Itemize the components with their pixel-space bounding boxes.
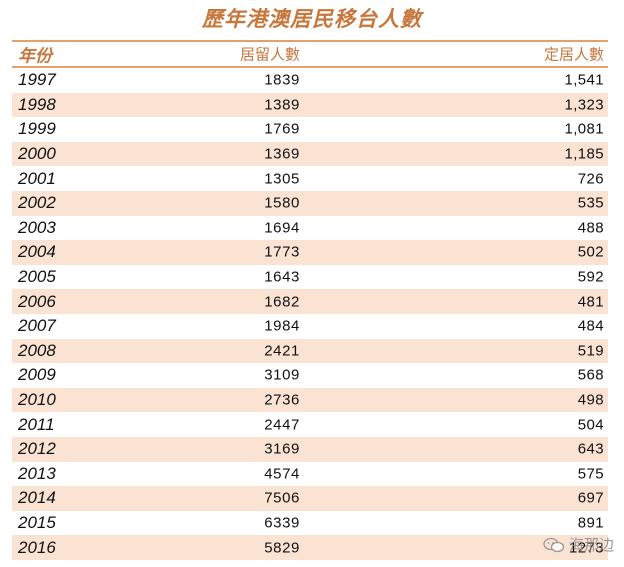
cell-settlement: 1,541 [564,71,604,89]
table-row: 2007 1984 484 [12,314,608,339]
cell-residence: 1694 [264,219,300,237]
cell-residence: 3169 [264,440,300,458]
wechat-icon [543,537,565,552]
cell-year: 2014 [18,488,56,508]
cell-year: 2012 [18,439,56,459]
cell-settlement: 481 [577,293,604,311]
cell-year: 2015 [18,512,56,532]
cell-year: 2008 [18,340,56,360]
table-row: 2006 1682 481 [12,289,608,314]
watermark: 海那边 [543,534,614,555]
cell-year: 2003 [18,217,56,237]
cell-residence: 1769 [264,120,300,138]
table-header: 年份 居留人數 定居人數 [12,40,608,68]
cell-residence: 1369 [264,145,300,163]
header-year: 年份 [18,46,52,67]
cell-residence: 7506 [264,489,300,507]
table-row: 2003 1694 488 [12,216,608,241]
table-row: 2014 7506 697 [12,486,608,511]
cell-year: 2004 [18,242,56,262]
cell-residence: 3109 [264,366,300,384]
table-row: 1998 1389 1,323 [12,92,608,118]
cell-residence: 1984 [264,317,300,335]
cell-settlement: 498 [577,391,604,409]
cell-settlement: 697 [577,489,604,507]
cell-settlement: 1,185 [564,145,604,163]
cell-residence: 5829 [264,539,300,557]
cell-residence: 1773 [264,243,300,261]
cell-settlement: 891 [577,514,604,532]
cell-residence: 4574 [264,465,300,483]
cell-settlement: 1273 [569,539,604,557]
table-row: 2002 1580 535 [12,190,608,216]
cell-settlement: 504 [577,416,604,434]
table-row: 2016 5829 1273 [12,535,608,560]
cell-residence: 6339 [264,514,300,532]
cell-year: 2006 [18,291,56,311]
page-title: 歷年港澳居民移台人數 [202,7,422,31]
cell-settlement: 502 [577,243,604,261]
cell-residence: 1682 [264,293,300,311]
cell-settlement: 488 [577,219,604,237]
table-row: 2013 4574 575 [12,462,608,487]
data-table: 年份 居留人數 定居人數 1997 1839 1,541 1998 1389 1,323 1… [12,40,608,560]
header-settlement: 定居人數 [543,45,604,64]
cell-year: 2001 [18,168,56,188]
cell-settlement: 484 [577,317,604,335]
cell-residence: 2421 [264,342,300,360]
watermark-text: 海那边 [568,536,614,554]
table-row: 2001 1305 726 [12,166,608,191]
cell-residence: 2447 [264,416,300,434]
cell-year: 1999 [18,119,56,139]
cell-year: 2011 [18,414,55,434]
cell-settlement: 643 [577,440,604,458]
cell-year: 2007 [18,316,56,336]
cell-residence: 1389 [264,96,300,114]
cell-residence: 1643 [264,268,300,286]
cell-year: 2002 [18,193,56,213]
table-row: 2011 2447 504 [12,412,608,437]
table-row: 2005 1643 592 [12,265,608,290]
cell-residence: 1580 [264,194,300,212]
table-row: 1999 1769 1,081 [12,117,608,142]
cell-year: 2005 [18,267,56,287]
cell-year: 2000 [18,144,56,164]
table-body: 1997 1839 1,541 1998 1389 1,323 1999 1769 1,081 2… [12,68,608,560]
cell-residence: 1839 [264,71,300,89]
table-row: 2009 3109 568 [12,363,608,388]
cell-year: 2010 [18,390,56,410]
table-row: 2004 1773 502 [12,240,608,265]
cell-settlement: 519 [577,342,604,360]
cell-settlement: 1,081 [564,120,604,138]
table-row: 2010 2736 498 [12,387,608,413]
table-row: 2000 1369 1,185 [12,141,608,167]
table-row: 2012 3169 643 [12,436,608,462]
cell-residence: 2736 [264,391,300,409]
header-residence: 居留人數 [239,45,300,64]
table-row: 2015 6339 891 [12,511,608,536]
cell-settlement: 568 [577,366,604,384]
cell-settlement: 1,323 [564,96,604,114]
cell-settlement: 575 [577,465,604,483]
cell-year: 2013 [18,463,56,483]
table-row: 2008 2421 519 [12,338,608,364]
cell-year: 2009 [18,365,56,385]
table-row: 1997 1839 1,541 [12,68,608,93]
cell-year: 1998 [18,94,56,114]
cell-residence: 1305 [264,170,300,188]
cell-year: 1997 [18,70,56,90]
cell-settlement: 535 [577,194,604,212]
cell-settlement: 592 [577,268,604,286]
cell-year: 2016 [18,537,56,557]
cell-settlement: 726 [577,170,604,188]
